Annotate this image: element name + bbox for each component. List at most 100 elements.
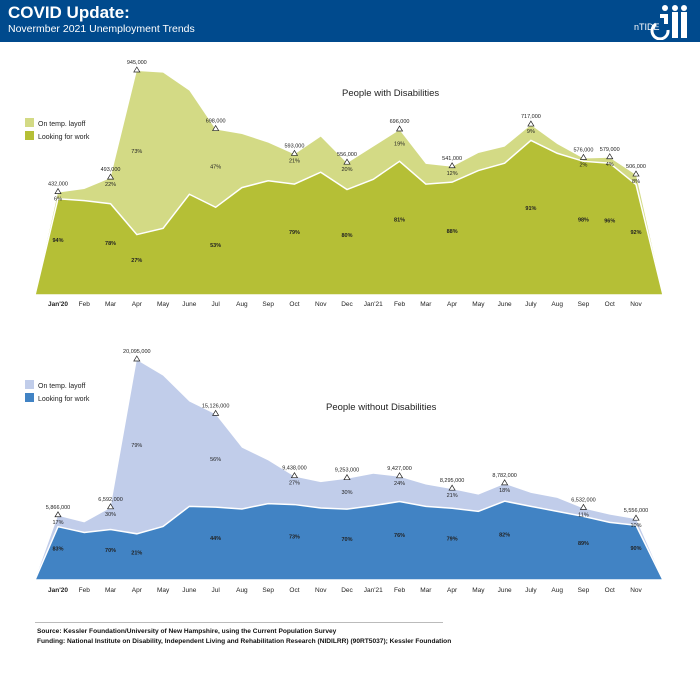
looking-percent-label: 53%: [210, 243, 221, 249]
data-point-marker: [395, 472, 404, 479]
looking-percent-label: 92%: [630, 230, 641, 236]
total-value-label: 556,000: [337, 152, 357, 158]
layoff-percent-label: 8%: [632, 179, 640, 185]
funding-note: Funding: National Institute on Disabilit…: [37, 638, 452, 645]
looking-percent-label: 78%: [105, 241, 116, 247]
x-tick-label: June: [498, 301, 512, 308]
layoff-percent-label: 24%: [394, 481, 405, 487]
x-tick-label: Nov: [630, 587, 642, 594]
looking-percent-label: 70%: [105, 548, 116, 554]
data-point-marker: [212, 124, 220, 131]
page-subtitle: Novermber 2021 Unemployment Trends: [8, 23, 195, 35]
x-tick-label: Oct: [289, 587, 299, 594]
layoff-percent-label: 12%: [447, 171, 458, 177]
layoff-percent-label: 20%: [341, 167, 352, 173]
data-point-marker: [133, 66, 141, 73]
page-title: COVID Update:: [8, 3, 130, 22]
looking-percent-label: 79%: [289, 230, 300, 236]
x-tick-label: July: [525, 587, 537, 594]
x-tick-label: Feb: [394, 587, 406, 594]
x-tick-label: Nov: [315, 301, 327, 308]
data-point-marker: [54, 187, 62, 194]
total-value-label: 579,000: [600, 147, 620, 153]
looking-percent-label: 44%: [210, 536, 221, 542]
area-looking-for-work: [33, 500, 665, 581]
looking-percent-label: 73%: [289, 535, 300, 541]
x-tick-label: Sep: [262, 587, 274, 594]
looking-percent-label: 88%: [447, 229, 458, 235]
data-point-marker: [106, 503, 115, 510]
layoff-percent-label: 6%: [54, 197, 62, 203]
x-tick-label: Nov: [315, 587, 327, 594]
layoff-percent-label: 9%: [527, 129, 535, 135]
looking-percent-label: 91%: [525, 206, 536, 212]
data-point-marker: [395, 125, 404, 132]
x-tick-label: Feb: [394, 301, 406, 308]
layoff-percent-label: 21%: [447, 493, 458, 499]
legend-label: Looking for work: [38, 134, 90, 141]
x-tick-label: Apr: [447, 587, 458, 594]
layoff-percent-label: 56%: [210, 457, 221, 463]
legend-label: On temp. layoff: [38, 121, 85, 128]
legend-swatch: [25, 131, 34, 140]
x-tick-label: Mar: [105, 587, 117, 594]
layoff-percent-label: 30%: [341, 490, 352, 496]
x-tick-label: Apr: [132, 587, 143, 594]
total-value-label: 493,000: [101, 167, 121, 173]
layoff-percent-label: 47%: [210, 164, 221, 170]
x-tick-label: May: [157, 587, 170, 594]
x-tick-label: May: [157, 301, 170, 308]
x-tick-label: Oct: [605, 587, 615, 594]
data-point-marker: [133, 355, 141, 362]
total-value-label: 576,000: [574, 147, 594, 153]
looking-percent-label: 27%: [131, 258, 142, 264]
data-point-marker: [527, 120, 535, 127]
svg-text:nTIDE: nTIDE: [634, 22, 660, 32]
looking-percent-label: 79%: [447, 537, 458, 543]
data-point-marker: [632, 170, 640, 177]
chart-people-without-disabilities: People without Disabilities On temp. layo…: [25, 349, 665, 594]
looking-percent-label: 98%: [578, 217, 589, 223]
total-value-label: 541,000: [442, 156, 462, 162]
total-value-label: 945,000: [127, 60, 147, 66]
total-value-label: 8,295,000: [440, 478, 464, 484]
data-point-marker: [343, 158, 351, 165]
x-tick-label: Sep: [262, 301, 274, 308]
data-point-marker: [54, 511, 62, 518]
header-banner: COVID Update: Novermber 2021 Unemploymen…: [0, 0, 700, 42]
x-tick-label: Oct: [289, 301, 299, 308]
x-tick-label: July: [525, 301, 537, 308]
x-tick-label: Aug: [236, 301, 248, 308]
looking-percent-label: 89%: [578, 541, 589, 547]
x-tick-label: Jan'21: [364, 301, 383, 308]
x-tick-label: Jul: [211, 587, 220, 594]
total-value-label: 9,438,000: [282, 466, 306, 472]
total-value-label: 20,095,000: [123, 349, 151, 355]
chart-title: People without Disabilities: [326, 402, 437, 413]
total-value-label: 506,000: [626, 164, 646, 170]
layoff-percent-label: 17%: [52, 520, 63, 526]
x-tick-label: Sep: [578, 587, 590, 594]
looking-percent-label: 70%: [341, 537, 352, 543]
legend-label: Looking for work: [38, 396, 90, 403]
total-value-label: 696,000: [390, 119, 410, 125]
x-tick-label: Dec: [341, 301, 353, 308]
total-value-label: 9,253,000: [335, 468, 359, 474]
legend-swatch: [25, 393, 34, 402]
total-value-label: 717,000: [521, 114, 541, 120]
x-tick-label: Jan'20: [48, 301, 68, 308]
x-tick-label: May: [472, 587, 485, 594]
x-tick-label: Mar: [105, 301, 117, 308]
data-point-marker: [212, 409, 220, 416]
data-point-marker: [448, 484, 456, 491]
total-value-label: 6,592,000: [98, 497, 122, 503]
total-value-label: 5,866,000: [46, 505, 70, 511]
x-tick-label: Mar: [420, 587, 432, 594]
x-tick-label: Apr: [132, 301, 143, 308]
x-tick-label: June: [182, 587, 196, 594]
ntide-logo: nTIDE: [634, 5, 687, 40]
looking-percent-label: 94%: [52, 238, 63, 244]
x-tick-label: Nov: [630, 301, 642, 308]
x-tick-label: Dec: [341, 587, 353, 594]
legend-swatch: [25, 380, 34, 389]
